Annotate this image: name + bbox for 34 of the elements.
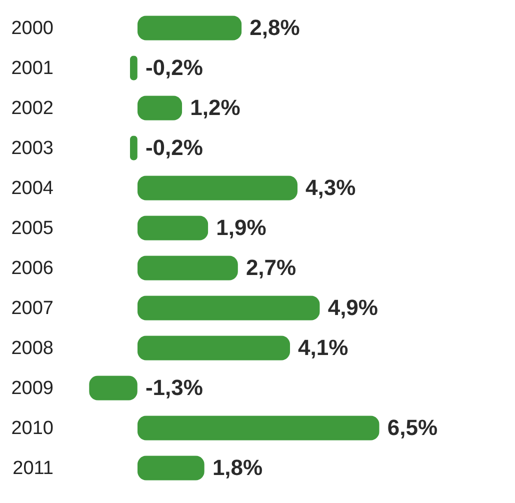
data-label: 1,8% <box>212 455 263 480</box>
data-label: 1,9% <box>216 215 266 240</box>
bar <box>89 376 138 400</box>
data-label: 2,8% <box>250 15 300 40</box>
data-label: -0,2% <box>145 55 203 80</box>
bar <box>137 256 238 280</box>
data-label: -1,3% <box>145 375 203 400</box>
bar <box>137 296 320 320</box>
y-tick-label: 2001 <box>11 58 54 79</box>
data-label: 4,1% <box>298 335 348 360</box>
bar <box>137 16 242 40</box>
y-tick-label: 2002 <box>11 98 54 119</box>
y-tick-label: 2010 <box>11 418 54 439</box>
y-tick-label: 2009 <box>11 378 54 399</box>
y-tick-label: 2003 <box>11 138 54 159</box>
bar <box>137 456 204 480</box>
y-tick-label: 2008 <box>11 338 54 359</box>
bar <box>137 176 298 200</box>
data-label: 6,5% <box>387 415 438 440</box>
data-label: 2,7% <box>246 255 296 280</box>
bar <box>137 216 208 240</box>
y-tick-label: 2005 <box>11 218 54 239</box>
y-tick-label: 2011 <box>12 458 54 479</box>
y-tick-label: 2000 <box>11 18 54 39</box>
data-label: 4,9% <box>328 295 378 320</box>
data-label: -0,2% <box>145 135 203 160</box>
data-label: 4,3% <box>306 175 356 200</box>
bar <box>137 416 380 440</box>
y-tick-label: 2007 <box>11 298 54 319</box>
bar <box>137 336 290 360</box>
bar <box>137 96 182 120</box>
data-label: 1,2% <box>190 95 240 120</box>
y-tick-label: 2006 <box>11 258 54 279</box>
y-tick-label: 2004 <box>11 178 54 199</box>
